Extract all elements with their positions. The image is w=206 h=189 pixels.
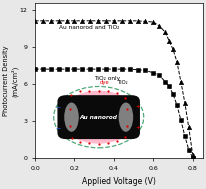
X-axis label: Applied Voltage (V): Applied Voltage (V) xyxy=(82,177,156,186)
Y-axis label: Photocurrent Density
(mA/cm²): Photocurrent Density (mA/cm²) xyxy=(4,46,18,116)
Text: Au nanorod and TiO₂: Au nanorod and TiO₂ xyxy=(59,26,119,30)
Text: TiO₂ only: TiO₂ only xyxy=(94,76,120,81)
